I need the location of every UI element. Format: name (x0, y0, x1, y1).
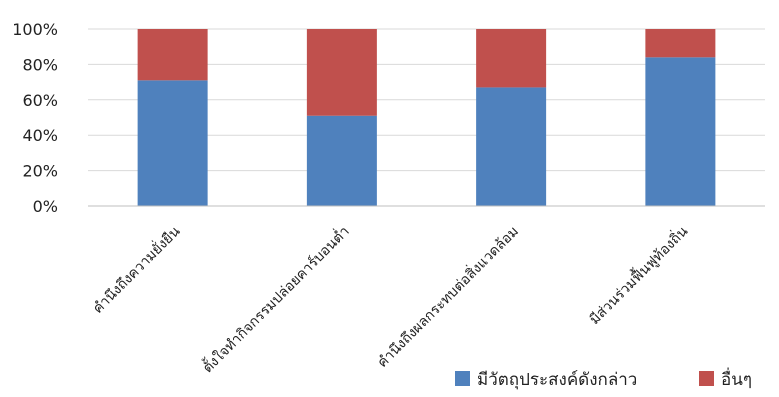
bar-segment (137, 80, 208, 206)
bar-segment (645, 29, 716, 58)
legend-swatch (455, 371, 470, 386)
bar-segment (306, 29, 377, 116)
y-tick-label: 20% (22, 162, 58, 181)
legend: มีวัตถุประสงค์ดังกล่าว อื่นๆ (455, 367, 752, 390)
bar-segment (476, 87, 547, 206)
y-tick-label: 80% (22, 55, 58, 74)
y-tick-label: 40% (22, 126, 58, 145)
bars (137, 29, 716, 206)
legend-swatch (699, 371, 714, 386)
y-tick-label: 100% (12, 20, 58, 39)
bar-segment (476, 29, 547, 88)
category-label: คำนึงถึงผลกระทบต่อสิ่งแวดล้อม (373, 222, 522, 371)
category-label: คำนึงถึงความยั่งยืน (89, 222, 184, 317)
category-label: มีส่วนร่วมฟื้นฟูท้องถิ่น (585, 221, 692, 328)
bar-segment (645, 57, 716, 206)
bar-segment (306, 115, 377, 206)
legend-label: อื่นๆ (721, 367, 752, 390)
bar-segment (137, 29, 208, 81)
legend-label: มีวัตถุประสงค์ดังกล่าว (477, 370, 637, 390)
y-tick-label: 60% (22, 91, 58, 110)
y-tick-label: 0% (33, 197, 58, 216)
category-label: ตั้งใจทำกิจกรรมปล่อยคาร์บอนต่ำ (198, 221, 353, 376)
